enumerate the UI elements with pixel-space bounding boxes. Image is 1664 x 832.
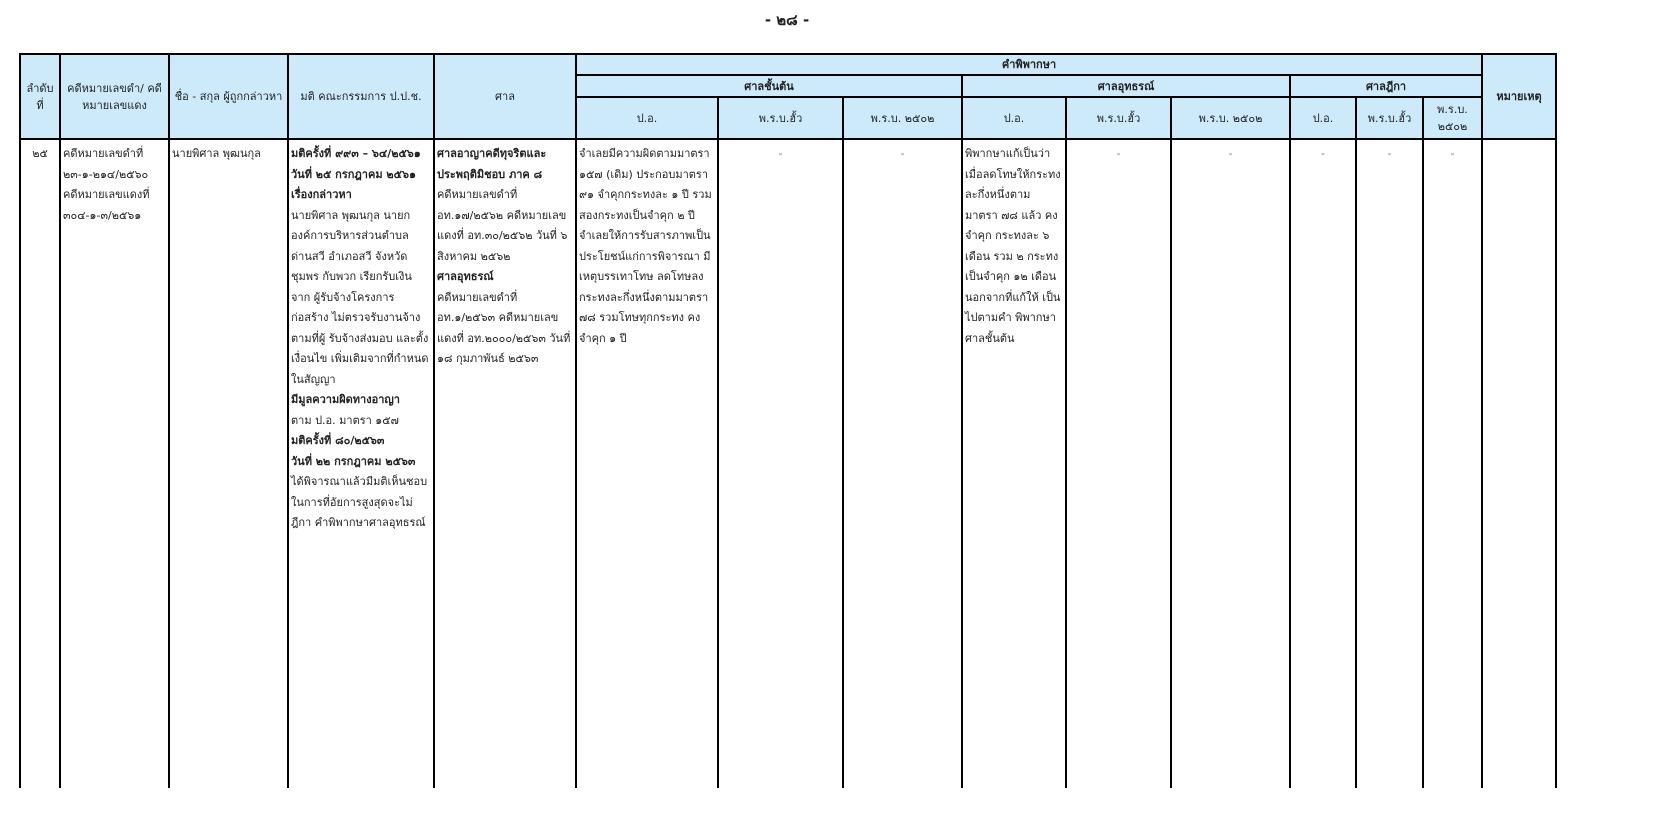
header-judgment: คำพิพากษา: [575, 53, 1483, 76]
resolution-paragraph: เรื่องกล่าวหา: [291, 188, 352, 201]
page-number: - ๒๘ -: [764, 11, 810, 29]
header-first-old-act: พ.ร.บ.ฮั้ว: [717, 96, 844, 140]
header-court: ศาล: [433, 53, 577, 140]
court-paragraph: คดีหมายเลขดำที่ อท.๑๗/๒๕๖๒ คดีหมายเลขแดง…: [437, 188, 568, 263]
resolution-paragraph: วันที่ ๒๒ กรกฎาคม ๒๕๖๓: [291, 454, 416, 468]
cell-supreme-po: -: [1289, 138, 1357, 788]
cell-case: คดีหมายเลขดำที่ ๒๓-๑-๒๑๔/๒๕๖๐ คดีหมายเลข…: [59, 138, 170, 788]
header-appeal-court: ศาลอุทธรณ์: [961, 74, 1291, 98]
resolution-paragraph: มติครั้งที่ ๙๙๓ – ๖๔/๒๕๖๑: [291, 147, 421, 160]
case-red-number: ๓๐๔-๑-๓/๒๕๖๑: [63, 208, 142, 222]
case-red-label: คดีหมายเลขแดงที่: [63, 188, 150, 201]
cell-appeal-po: พิพากษาแก้เป็นว่า เมื่อลดโทษให้กระทง ละก…: [961, 138, 1067, 788]
header-supreme-act2502: พ.ร.บ. ๒๕๐๒: [1422, 96, 1483, 140]
header-supreme-old-act: พ.ร.บ.ฮั้ว: [1355, 96, 1424, 140]
cell-court: ศาลอาญาคดีทุจริตและ ประพฤติมิชอบ ภาค ๘คด…: [433, 138, 577, 788]
cell-first-act2502: -: [842, 138, 963, 788]
header-no: ลำดับ ที่: [19, 53, 61, 140]
header-first-court: ศาลชั้นต้น: [575, 74, 963, 98]
header-supreme-po: ป.อ.: [1289, 96, 1357, 140]
header-name: ชื่อ - สกุล ผู้ถูกกล่าวหา: [168, 53, 289, 140]
cell-resolution: มติครั้งที่ ๙๙๓ – ๖๔/๒๕๖๑วันที่ ๒๕ กรกฎา…: [287, 138, 435, 788]
cell-appeal-act2502: -: [1170, 138, 1291, 788]
case-black-number: ๒๓-๑-๒๑๔/๒๕๖๐: [63, 167, 149, 181]
resolution-paragraph: ตาม ป.อ. มาตรา ๑๕๗: [291, 413, 399, 427]
cell-remark: [1481, 138, 1557, 788]
header-first-act2502: พ.ร.บ. ๒๕๐๒: [842, 96, 963, 140]
header-appeal-po: ป.อ.: [961, 96, 1067, 140]
case-black-label: คดีหมายเลขดำที่: [63, 147, 144, 160]
cell-no: ๒๕: [19, 138, 61, 788]
header-appeal-act2502: พ.ร.บ. ๒๕๐๒: [1170, 96, 1291, 140]
case-table: ลำดับ ที่ คดีหมายเลขดำ/ คดีหมายเลขแดง ชื…: [19, 53, 1557, 788]
cell-supreme-act2502: -: [1422, 138, 1483, 788]
resolution-paragraph: มติครั้งที่ ๘๐/๒๕๖๓: [291, 434, 385, 447]
header-supreme-court: ศาลฎีกา: [1289, 74, 1483, 98]
resolution-paragraph: นายพิศาล พุฒนกุล นายก องค์การบริหารส่วนต…: [291, 208, 429, 386]
court-paragraph: ศาลอาญาคดีทุจริตและ ประพฤติมิชอบ ภาค ๘: [437, 147, 547, 181]
cell-supreme-old-act: -: [1355, 138, 1424, 788]
header-first-po: ป.อ.: [575, 96, 719, 140]
cell-first-po: จำเลยมีความผิดตามมาตรา ๑๕๗ (เดิม) ประกอบ…: [575, 138, 719, 788]
resolution-paragraph: วันที่ ๒๕ กรกฎาคม ๒๕๖๑: [291, 167, 416, 181]
header-appeal-old-act: พ.ร.บ.ฮั้ว: [1065, 96, 1172, 140]
cell-appeal-old-act: -: [1065, 138, 1172, 788]
court-paragraph: คดีหมายเลขดำที่ อท.๑/๒๕๖๓ คดีหมายเลขแดงท…: [437, 290, 571, 366]
header-case: คดีหมายเลขดำ/ คดีหมายเลขแดง: [59, 53, 170, 140]
table-row: ๒๕ คดีหมายเลขดำที่ ๒๓-๑-๒๑๔/๒๕๖๐ คดีหมาย…: [19, 138, 1557, 788]
header-remark: หมายเหตุ: [1481, 53, 1557, 140]
resolution-paragraph: มีมูลความผิดทางอาญา: [291, 393, 400, 406]
header-resolution: มติ คณะกรรมการ ป.ป.ช.: [287, 53, 435, 140]
cell-name: นายพิศาล พุฒนกุล: [168, 138, 289, 788]
resolution-paragraph: ได้พิจารณาแล้วมีมติเห็นชอบ ในการที่อัยกา…: [291, 475, 428, 529]
court-paragraph: ศาลอุทธรณ์: [437, 270, 494, 283]
cell-first-old-act: -: [717, 138, 844, 788]
